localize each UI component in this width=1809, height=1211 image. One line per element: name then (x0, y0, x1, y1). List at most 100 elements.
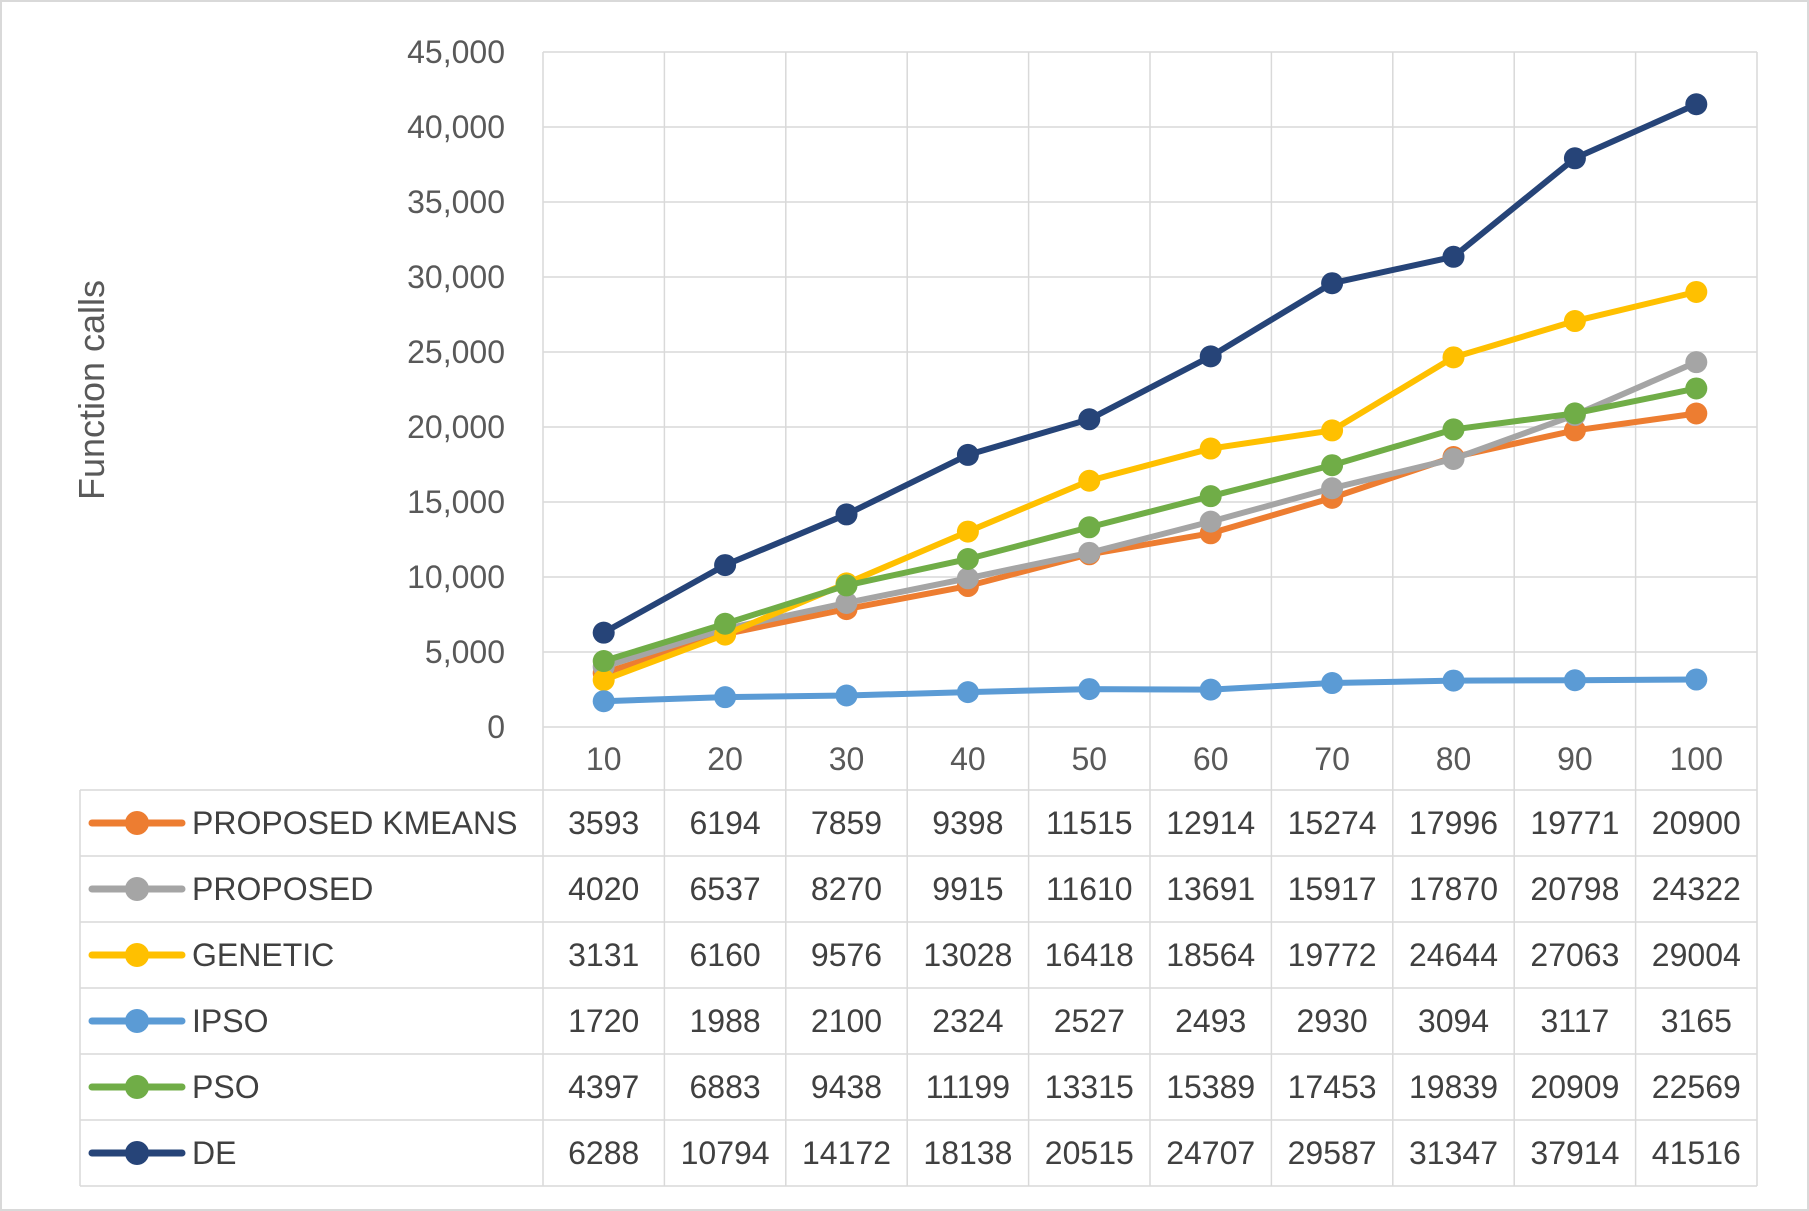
series-label: IPSO (192, 1003, 268, 1039)
data-point (1199, 510, 1222, 533)
data-point (1078, 469, 1101, 492)
legend-key-marker (125, 943, 149, 967)
table-cell: 15389 (1166, 1069, 1255, 1105)
table-cell: 24707 (1166, 1135, 1255, 1171)
table-cell: 12914 (1166, 805, 1255, 841)
data-point (1199, 485, 1222, 508)
data-point (1563, 402, 1586, 425)
data-point (1685, 280, 1708, 303)
table-cell: 15274 (1288, 805, 1377, 841)
table-cell: 13691 (1166, 871, 1255, 907)
y-tick-label: 20,000 (407, 409, 505, 445)
data-point (1442, 669, 1465, 692)
data-point (1078, 678, 1101, 701)
data-point (835, 574, 858, 597)
table-cell: 31347 (1409, 1135, 1498, 1171)
x-tick-label: 90 (1557, 741, 1593, 777)
table-cell: 9438 (811, 1069, 882, 1105)
table-cell: 15917 (1288, 871, 1377, 907)
legend-key-marker (125, 1141, 149, 1165)
legend-key-marker (125, 811, 149, 835)
table-cell: 24644 (1409, 937, 1498, 973)
table-cell: 22569 (1652, 1069, 1741, 1105)
data-point (835, 503, 858, 526)
table-cell: 19771 (1530, 805, 1619, 841)
table-cell: 19839 (1409, 1069, 1498, 1105)
data-point (714, 554, 737, 577)
data-point (1078, 541, 1101, 564)
table-cell: 11610 (1046, 871, 1133, 907)
data-point (956, 681, 979, 704)
data-point (1685, 668, 1708, 691)
table-cell: 14172 (802, 1135, 891, 1171)
table-cell: 6883 (690, 1069, 761, 1105)
table-cell: 6537 (690, 871, 761, 907)
legend-key-marker (125, 1009, 149, 1033)
table-cell: 18138 (923, 1135, 1012, 1171)
data-point (1685, 402, 1708, 425)
y-tick-label: 45,000 (407, 34, 505, 70)
axes: 0 5,000 10,000 15,000 20,000 25,000 30,000 35,0… (407, 34, 1723, 777)
data-point (1563, 669, 1586, 692)
series-line (600, 385, 1700, 665)
series-label: GENETIC (192, 937, 334, 973)
table-cell: 6194 (690, 805, 761, 841)
x-tick-label: 30 (829, 741, 865, 777)
data-point (714, 612, 737, 635)
data-point (956, 567, 979, 590)
table-cell: 2100 (811, 1003, 882, 1039)
data-point (1078, 516, 1101, 539)
table-cell: 17453 (1288, 1069, 1377, 1105)
series-line (600, 676, 1700, 705)
y-tick-label: 25,000 (407, 334, 505, 370)
table-cell: 3131 (568, 937, 639, 973)
table-cell: 20909 (1530, 1069, 1619, 1105)
data-point (714, 686, 737, 709)
table-cell: 1720 (568, 1003, 639, 1039)
data-point (956, 548, 979, 571)
table-cell: 4397 (568, 1069, 639, 1105)
data-point (956, 520, 979, 543)
x-tick-label: 20 (707, 741, 743, 777)
table-cell: 6288 (568, 1135, 639, 1171)
y-tick-label: 30,000 (407, 259, 505, 295)
table-cell: 13028 (923, 937, 1012, 973)
table-cell: 6160 (690, 937, 761, 973)
data-point (1199, 345, 1222, 368)
series-label: PSO (192, 1069, 260, 1105)
table-cell: 9398 (932, 805, 1003, 841)
legend-key-marker (125, 1075, 149, 1099)
table-cell: 11515 (1046, 805, 1133, 841)
data-point (1563, 310, 1586, 333)
table-cell: 29004 (1652, 937, 1741, 973)
table-cell: 8270 (811, 871, 882, 907)
table-cell: 13315 (1045, 1069, 1134, 1105)
table-cell: 3117 (1540, 1003, 1609, 1039)
data-point (1685, 351, 1708, 374)
data-point (1685, 93, 1708, 116)
data-point (1199, 437, 1222, 460)
table-cell: 3165 (1661, 1003, 1732, 1039)
table-cell: 9915 (932, 871, 1003, 907)
x-tick-label: 50 (1072, 741, 1108, 777)
table-cell: 20900 (1652, 805, 1741, 841)
table-cell: 24322 (1652, 871, 1741, 907)
y-tick-label: 15,000 (407, 484, 505, 520)
table-cell: 2527 (1054, 1003, 1125, 1039)
series-label: DE (192, 1135, 236, 1171)
table-cell: 16418 (1045, 937, 1134, 973)
y-tick-label: 40,000 (407, 109, 505, 145)
x-tick-label: 100 (1670, 741, 1723, 777)
series-label: PROPOSED (192, 871, 373, 907)
table-cell: 1988 (690, 1003, 761, 1039)
table-cell: 17996 (1409, 805, 1498, 841)
data-point (1563, 419, 1586, 442)
data-point (592, 690, 615, 713)
data-point (1321, 454, 1344, 477)
table-cell: 20515 (1045, 1135, 1134, 1171)
table-cell: 2930 (1297, 1003, 1368, 1039)
data-point (1321, 477, 1344, 500)
table-cell: 29587 (1288, 1135, 1377, 1171)
legend-key-marker (125, 877, 149, 901)
